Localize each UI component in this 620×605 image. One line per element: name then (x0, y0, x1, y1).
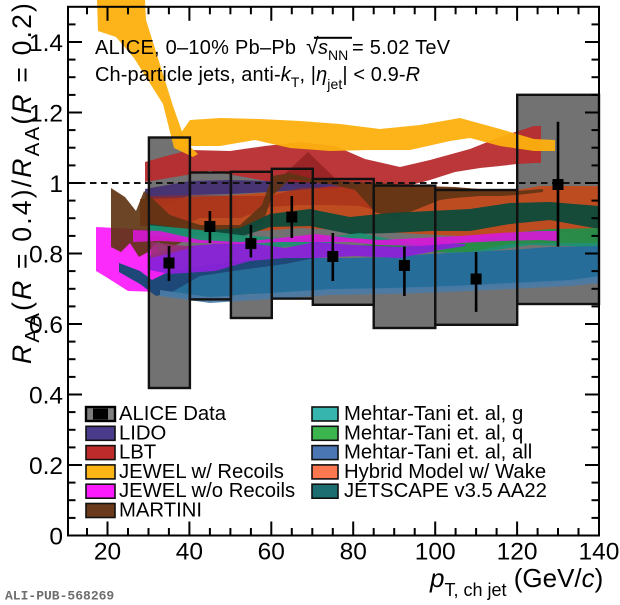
svg-text:120: 120 (497, 539, 538, 566)
svg-text:JETSCAPE v3.5 AA22: JETSCAPE v3.5 AA22 (344, 480, 547, 502)
svg-text:80: 80 (340, 539, 367, 566)
svg-text:Mehtar-Tani et. al, all: Mehtar-Tani et. al, all (344, 442, 532, 464)
svg-text:ALICE Data: ALICE Data (119, 403, 227, 425)
svg-text:NN: NN (328, 47, 348, 63)
svg-text:1.4: 1.4 (29, 30, 63, 57)
svg-text:0.4: 0.4 (29, 382, 63, 409)
svg-text:0.8: 0.8 (29, 241, 63, 268)
svg-text:100: 100 (415, 539, 456, 566)
svg-text:0: 0 (49, 523, 63, 550)
svg-text:JEWEL w/ Recoils: JEWEL w/ Recoils (119, 461, 284, 483)
svg-text:60: 60 (258, 539, 285, 566)
svg-text:MARTINI: MARTINI (119, 500, 202, 522)
svg-text:√: √ (306, 33, 319, 59)
svg-text:s: s (318, 37, 328, 59)
svg-text:Mehtar-Tani et. al, q: Mehtar-Tani et. al, q (344, 422, 523, 444)
svg-text:JEWEL w/o Recoils: JEWEL w/o Recoils (119, 480, 295, 502)
svg-text:Mehtar-Tani et. al, g: Mehtar-Tani et. al, g (344, 403, 523, 425)
svg-text:0.2: 0.2 (29, 453, 63, 480)
svg-text:ALI-PUB-568269: ALI-PUB-568269 (5, 589, 114, 604)
svg-text:ALICE, 0–10% Pb–Pb: ALICE, 0–10% Pb–Pb (95, 37, 296, 59)
svg-text:LBT: LBT (119, 442, 156, 464)
svg-text:Hybrid Model w/ Wake: Hybrid Model w/ Wake (344, 461, 546, 483)
svg-text:Ch-particle jets, anti-kT, |ηj: Ch-particle jets, anti-kT, |ηjet| < 0.9-… (95, 64, 420, 92)
svg-text:LIDO: LIDO (119, 422, 166, 444)
svg-text:RAA(R = 0.4)/RAA(R = 0.2): RAA(R = 0.4)/RAA(R = 0.2) (7, 1, 44, 364)
svg-text:140: 140 (579, 539, 620, 566)
svg-text:0.6: 0.6 (29, 312, 63, 339)
svg-text:40: 40 (176, 539, 203, 566)
svg-text:1: 1 (49, 171, 63, 198)
svg-text:= 5.02 TeV: = 5.02 TeV (352, 37, 451, 59)
svg-text:pT, ch jet (GeV/c): pT, ch jet (GeV/c) (429, 563, 603, 600)
svg-text:20: 20 (94, 539, 121, 566)
svg-text:1.2: 1.2 (29, 100, 63, 127)
